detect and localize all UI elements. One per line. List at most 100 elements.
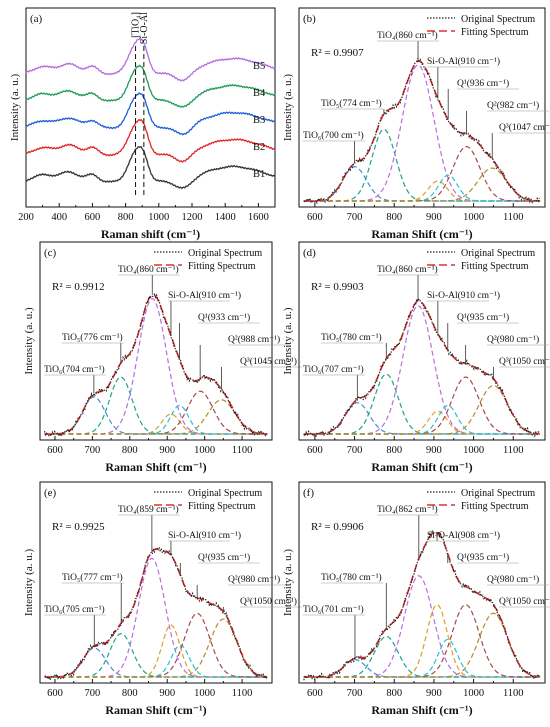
x-tick-label: 900 [159,445,175,456]
x-tick-label: 200 [18,212,34,223]
panel-letter: (f) [303,487,314,499]
fit-peak [303,603,541,678]
legend-original-label: Original Spectrum [188,488,262,499]
panel-letter: (c) [44,247,57,259]
x-tick-label: 1100 [503,688,524,699]
y-axis-label: Intensity (a. u.) [23,307,35,375]
x-axis-label: Raman Shift (cm⁻¹) [371,227,472,241]
marker-label: [TiO₄] [131,12,142,38]
peak-label: TiO₅(780 cm⁻¹) [321,332,382,343]
series-line-B4 [25,64,276,108]
fit-peak [44,413,268,435]
peak-label: Q¹(935 cm⁻¹) [457,312,509,323]
panel-letter: (b) [303,13,316,25]
peak-label: Si-O-Al(910 cm⁻¹) [168,290,241,301]
peak-label: Q²(988 cm⁻¹) [228,334,280,345]
peak-label: Q¹(936 cm⁻¹) [457,78,509,89]
series-line-B5 [25,37,276,82]
x-tick-label: 1100 [503,212,524,223]
peak-label: TiO₅(774 cm⁻¹) [321,98,382,109]
x-axis-label: Raman Shift (cm⁻¹) [105,460,206,474]
fit-peak [303,146,541,202]
x-axis-label: Raman shift (cm⁻¹) [101,227,200,241]
peak-label: TiO₆(707 cm⁻¹) [303,364,364,375]
x-tick-label: 600 [307,445,323,456]
peak-label: TiO₄(862 cm⁻¹) [377,504,438,515]
x-tick-label: 700 [347,688,363,699]
x-tick-label: 800 [386,688,402,699]
x-tick-label: 900 [426,212,442,223]
series-label-B3: B3 [253,115,265,126]
r-squared-label: R² = 0.9925 [52,521,105,533]
peak-label: TiO₆(704 cm⁻¹) [44,364,105,375]
x-tick-label: 1400 [215,212,236,223]
fit-peak [303,404,541,435]
peak-label: TiO₅(777 cm⁻¹) [62,572,123,583]
fit-peak [44,390,268,435]
x-tick-label: 800 [386,212,402,223]
r-squared-label: R² = 0.9912 [52,281,105,293]
x-tick-label: 700 [85,445,101,456]
peak-label: Q¹(933 cm⁻¹) [198,312,250,323]
fit-peak [303,167,541,202]
x-tick-label: 800 [386,445,402,456]
peak-label: Q¹(935 cm⁻¹) [198,552,250,563]
legend-fitting-label: Fitting Spectrum [461,261,529,272]
x-tick-label: 700 [347,212,363,223]
original-spectrum-line [43,292,268,439]
fit-peak [303,575,541,678]
x-tick-label: 1000 [463,688,484,699]
fit-peak [303,385,541,435]
fit-peak [303,174,541,202]
y-axis-label: Intensity (a. u.) [282,549,294,617]
x-tick-label: 1000 [463,445,484,456]
marker-label: Si-O-Al [139,12,150,44]
x-tick-label: 600 [307,688,323,699]
x-tick-label: 1000 [194,688,215,699]
panel-d: 600 700 800 900 1000 1100 Raman Shift (cm⁻¹) In… [282,241,550,474]
plot-frame [39,481,273,684]
peak-label: TiO₅(780 cm⁻¹) [321,572,382,583]
x-tick-label: 1100 [232,688,253,699]
x-tick-label: 800 [118,212,134,223]
x-axis-label: Raman Shift (cm⁻¹) [105,703,206,717]
original-spectrum-line [303,56,540,205]
legend-original-label: Original Spectrum [461,488,535,499]
legend-fitting-label: Fitting Spectrum [188,501,256,512]
series-label-B1: B1 [253,169,265,180]
x-axis-label: Raman Shift (cm⁻¹) [371,703,472,717]
series-label-B2: B2 [253,142,265,153]
peak-label: Q³(1047 cm⁻¹) [499,122,550,133]
peak-label: Q²(980 cm⁻¹) [228,574,280,585]
x-tick-label: 600 [47,445,63,456]
panel-letter: (d) [303,247,316,259]
peak-label: Si-O-Al(910 cm⁻¹) [427,56,500,67]
peak-label: TiO₄(859 cm⁻¹) [118,504,179,515]
series-line-B3 [25,92,276,136]
x-tick-label: 1100 [503,445,524,456]
panel-a: 200 400 600 800 1000 1200 1400 1600 Raman shift … [9,7,276,241]
peak-label: Q³(1050 cm⁻¹) [499,356,550,367]
x-tick-label: 1200 [182,212,203,223]
series-label-B5: B5 [253,61,265,72]
peak-label: TiO₄(860 cm⁻¹) [377,264,438,275]
panel-f: 600 700 800 900 1000 1100 Raman Shift (cm⁻¹) In… [282,481,550,717]
fit-peak [303,658,541,678]
plot-frame [25,7,276,208]
fit-peak [44,396,268,435]
fit-peak [303,402,541,435]
series-line-B2 [25,118,276,163]
peak-label: TiO₄(860 cm⁻¹) [118,264,179,275]
x-tick-label: 1600 [248,212,269,223]
peak-label: TiO₆(701 cm⁻¹) [303,604,364,615]
legend-fitting-label: Fitting Spectrum [461,27,529,38]
x-tick-label: 600 [307,212,323,223]
x-tick-label: 800 [122,445,138,456]
legend-fitting-label: Fitting Spectrum [188,261,256,272]
fit-peak [303,612,541,678]
x-tick-label: 900 [159,688,175,699]
legend-fitting-label: Fitting Spectrum [461,501,529,512]
fit-peak [303,410,541,435]
peak-label: Q³(1045 cm⁻¹) [240,356,297,367]
